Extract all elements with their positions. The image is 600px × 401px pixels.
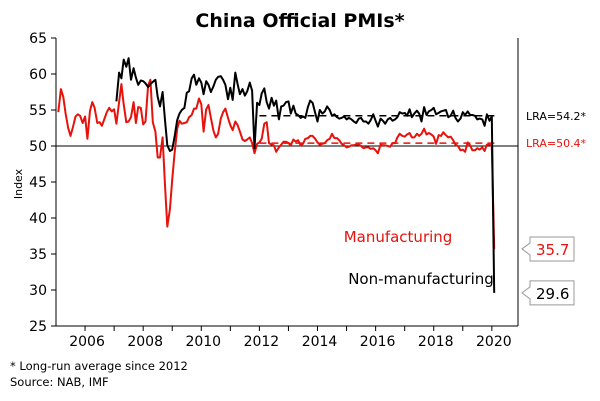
- end-value-callout: [521, 280, 575, 306]
- y-tick-label: 50: [29, 139, 47, 155]
- end-value-label: 29.6: [536, 285, 569, 303]
- series-lines: [57, 57, 496, 293]
- footnote: * Long-run average since 2012: [10, 359, 188, 373]
- average-label: LRA=54.2*: [526, 110, 587, 123]
- end-value-callout: [521, 236, 575, 262]
- x-tick-label: 2018: [418, 334, 454, 350]
- y-tick-label: 65: [29, 31, 47, 47]
- y-tick-label: 30: [29, 283, 47, 299]
- x-tick-label: 2006: [69, 334, 105, 350]
- series-name-label: Non-manufacturing: [348, 270, 494, 288]
- y-axis-label: Index: [12, 168, 25, 199]
- chart-title: China Official PMIs*: [195, 10, 405, 32]
- average-label: LRA=50.4*: [526, 137, 587, 150]
- y-tick-label: 55: [29, 103, 47, 119]
- series-labels: Manufacturing 35.7 Non-manufacturing 29.6: [344, 228, 575, 306]
- end-value-label: 35.7: [536, 241, 569, 259]
- x-tick-label: 2008: [127, 334, 163, 350]
- series-line: [57, 78, 496, 250]
- x-tick-label: 2010: [185, 334, 221, 350]
- y-tick-label: 35: [29, 247, 47, 263]
- y-tick-label: 25: [29, 319, 47, 335]
- x-tick-label: 2012: [244, 334, 280, 350]
- x-tick-label: 2020: [476, 334, 512, 350]
- y-tick-label: 60: [29, 67, 47, 83]
- x-tick-label: 2016: [360, 334, 396, 350]
- axes: 25 30 35 40 45 50 55 60 65 2006 2008 2010 2012 2014 20…: [29, 31, 519, 350]
- series-line: [115, 57, 496, 293]
- series-name-label: Manufacturing: [344, 228, 453, 246]
- y-tick-label: 40: [29, 211, 47, 227]
- x-tick-label: 2014: [302, 334, 338, 350]
- source-note: Source: NAB, IMF: [10, 375, 109, 389]
- chart: 25 30 35 40 45 50 55 60 65 2006 2008 2010 2012 2014 20…: [12, 31, 587, 350]
- y-tick-label: 45: [29, 175, 47, 191]
